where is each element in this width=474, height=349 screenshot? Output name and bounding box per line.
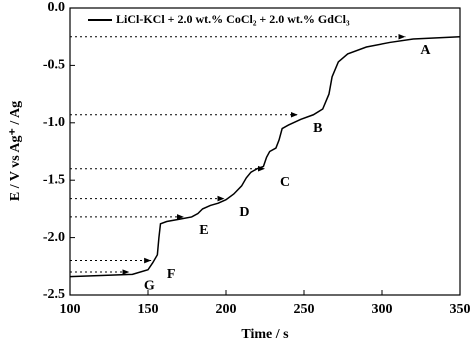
annotation-label: B [313, 121, 322, 136]
annotation-label: F [167, 267, 176, 282]
x-tick-label: 200 [216, 302, 237, 317]
annotation-label: E [199, 223, 208, 238]
annotation-label: G [144, 278, 155, 293]
x-tick-label: 350 [450, 302, 471, 317]
data-line [69, 35, 461, 278]
x-tick-label: 250 [294, 302, 315, 317]
y-tick-label: -2.5 [43, 287, 65, 302]
y-tick-label: -0.5 [43, 58, 65, 73]
annotation-label: D [239, 205, 249, 220]
x-tick-label: 300 [372, 302, 393, 317]
y-tick-label: 0.0 [48, 0, 66, 15]
y-tick-label: -1.0 [43, 115, 65, 130]
plot-frame [69, 7, 461, 296]
y-tick-label: -1.5 [43, 172, 65, 187]
annotation-label: A [420, 43, 431, 58]
x-tick-label: 100 [60, 302, 81, 317]
annotation-label: C [280, 175, 290, 190]
y-axis-label: E / V vs Ag⁺ / Ag [8, 101, 23, 201]
x-axis-label: Time / s [241, 327, 289, 342]
y-tick-label: -2.0 [43, 230, 65, 245]
x-tick-label: 150 [138, 302, 159, 317]
legend-label: LiCl-KCl + 2.0 wt.% CoCl₂ + 2.0 wt.% GdC… [116, 12, 350, 26]
